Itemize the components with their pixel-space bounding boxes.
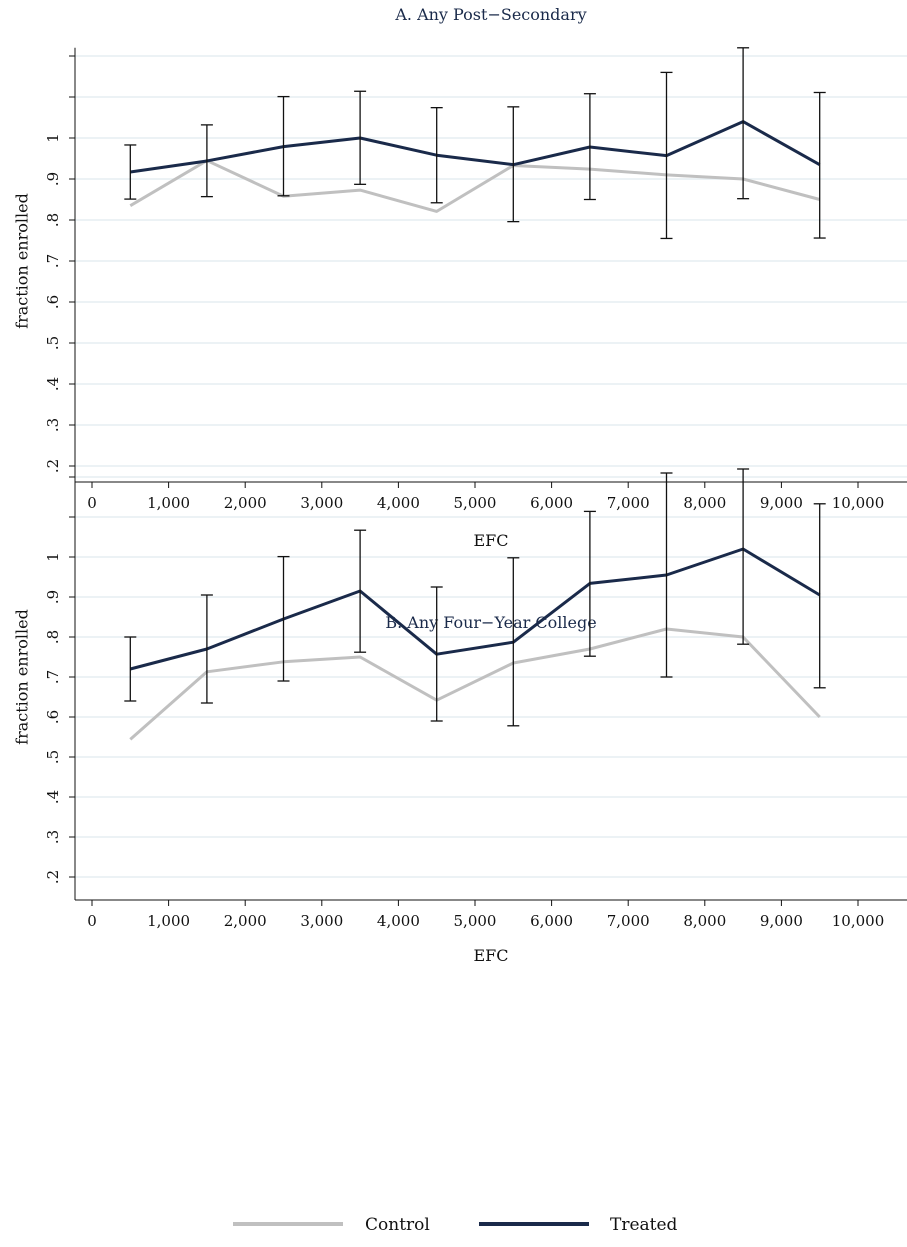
panel-0-x-tick-label: 7,000 bbox=[607, 494, 650, 512]
panel-1-error-bar bbox=[660, 472, 673, 678]
panel-1-x-tick-label: 2,000 bbox=[224, 912, 267, 930]
panel-1-x-axis-label: EFC bbox=[473, 946, 508, 965]
panel-0-y-tick-label: .3 bbox=[44, 418, 62, 432]
panel-0-y-tick-label: .4 bbox=[44, 377, 62, 391]
legend-label-control: Control bbox=[365, 1215, 430, 1235]
panel-1-error-bar bbox=[200, 594, 213, 704]
legend: Control Treated bbox=[233, 1215, 678, 1235]
panel-0-y-tick-label: 1 bbox=[44, 133, 62, 143]
panel-0-error-bar bbox=[430, 107, 443, 204]
panel-0-y-tick-label: .2 bbox=[44, 459, 62, 473]
panel-0-x-tick-label: 10,000 bbox=[832, 494, 885, 512]
panel-0-y-tick-label: .6 bbox=[44, 295, 62, 309]
panel-1-y-tick-label: .7 bbox=[44, 670, 62, 684]
panel-1-y-tick-label: .8 bbox=[44, 630, 62, 644]
panel-0-series-treated-line bbox=[130, 120, 821, 174]
panel-0-title: A. Any Post−Secondary bbox=[394, 5, 586, 24]
panel-1-y-tick-label: .6 bbox=[44, 710, 62, 724]
panel-0-x-tick-label: 3,000 bbox=[300, 494, 343, 512]
panel-0-error-bar bbox=[124, 144, 137, 200]
panel-1-x-tick-label: 3,000 bbox=[300, 912, 343, 930]
panel-1-x-tick-label: 9,000 bbox=[760, 912, 803, 930]
panel-1-x-tick-label: 6,000 bbox=[530, 912, 573, 930]
panel-1-error-bar bbox=[124, 636, 137, 702]
panel-1-error-bar bbox=[813, 503, 826, 689]
panel-1-series-control-line bbox=[129, 627, 821, 741]
panel-0-y-tick-label: .7 bbox=[44, 254, 62, 268]
panel-1-x-tick-label: 10,000 bbox=[832, 912, 885, 930]
panel-1-x-tick-label: 7,000 bbox=[607, 912, 650, 930]
panel-1-x-tick-label: 1,000 bbox=[147, 912, 190, 930]
panel-1-error-bar bbox=[737, 468, 750, 645]
panel-1-y-tick-label: .3 bbox=[44, 830, 62, 844]
panel-0-x-tick-label: 1,000 bbox=[147, 494, 190, 512]
panel-1-error-bar bbox=[277, 555, 290, 682]
panel-1-x-tick-label: 4,000 bbox=[377, 912, 420, 930]
panel-1-y-tick-label: .2 bbox=[44, 870, 62, 884]
panel-any-post-secondary: .2 .3 .4 .5 .6 .7 .8 .9 1 0 1,000 2,000 3,000 4,000 5,… bbox=[13, 5, 907, 550]
panel-0-x-tick-label: 5,000 bbox=[454, 494, 497, 512]
panel-0-series-control-line bbox=[129, 159, 821, 213]
panel-0-error-bar bbox=[507, 106, 520, 223]
panel-0-y-tick-label: .8 bbox=[44, 213, 62, 227]
panel-1-error-bar bbox=[430, 586, 443, 722]
panel-0-y-axis-label: fraction enrolled bbox=[13, 193, 32, 329]
panel-0-error-bar bbox=[737, 47, 750, 200]
panel-1-error-bar bbox=[354, 529, 367, 653]
panel-0-error-bar bbox=[200, 124, 213, 198]
panel-1-y-axis-label: fraction enrolled bbox=[13, 609, 32, 745]
panel-0-x-axis-label: EFC bbox=[473, 531, 508, 550]
panel-0-x-tick-label: 9,000 bbox=[760, 494, 803, 512]
panel-0-x-tick-label: 2,000 bbox=[224, 494, 267, 512]
legend-label-treated: Treated bbox=[610, 1215, 678, 1235]
panel-0-x-tick-label: 6,000 bbox=[530, 494, 573, 512]
panel-1-y-tick-label: .4 bbox=[44, 790, 62, 804]
panel-1-x-tick-label: 0 bbox=[87, 912, 97, 930]
panel-0-x-tick-label: 0 bbox=[87, 494, 97, 512]
panel-0-y-tick-label: .5 bbox=[44, 336, 62, 350]
panel-0-error-bar bbox=[583, 93, 596, 201]
panel-1-title: B. Any Four−Year College bbox=[385, 613, 596, 632]
panel-1-series-treated-line bbox=[129, 547, 821, 671]
panel-1-y-tick-label: 1 bbox=[44, 552, 62, 562]
panel-1-error-bar bbox=[507, 557, 520, 727]
panel-0-error-bar bbox=[813, 91, 826, 239]
panel-0-error-bar bbox=[277, 95, 290, 197]
panel-1-error-bar bbox=[583, 510, 596, 657]
panel-0-y-tick-label: .9 bbox=[44, 172, 62, 186]
panel-0-error-bar bbox=[354, 90, 367, 185]
panel-any-four-year-college: .2 .3 .4 .5 .6 .7 .8 .9 1 0 1,000 2,000 3,000 4,000 5,… bbox=[13, 468, 907, 965]
panel-1-x-tick-label: 5,000 bbox=[454, 912, 497, 930]
panel-0-x-tick-label: 4,000 bbox=[377, 494, 420, 512]
panel-1-x-tick-label: 8,000 bbox=[683, 912, 726, 930]
panel-0-x-tick-label: 8,000 bbox=[683, 494, 726, 512]
panel-0-error-bar bbox=[660, 71, 673, 240]
panel-1-y-tick-label: .5 bbox=[44, 750, 62, 764]
panel-1-y-tick-label: .9 bbox=[44, 590, 62, 604]
